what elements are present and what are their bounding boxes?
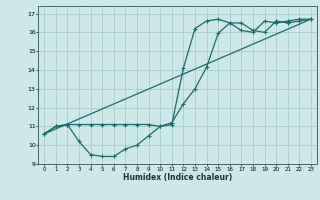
X-axis label: Humidex (Indice chaleur): Humidex (Indice chaleur)	[123, 173, 232, 182]
